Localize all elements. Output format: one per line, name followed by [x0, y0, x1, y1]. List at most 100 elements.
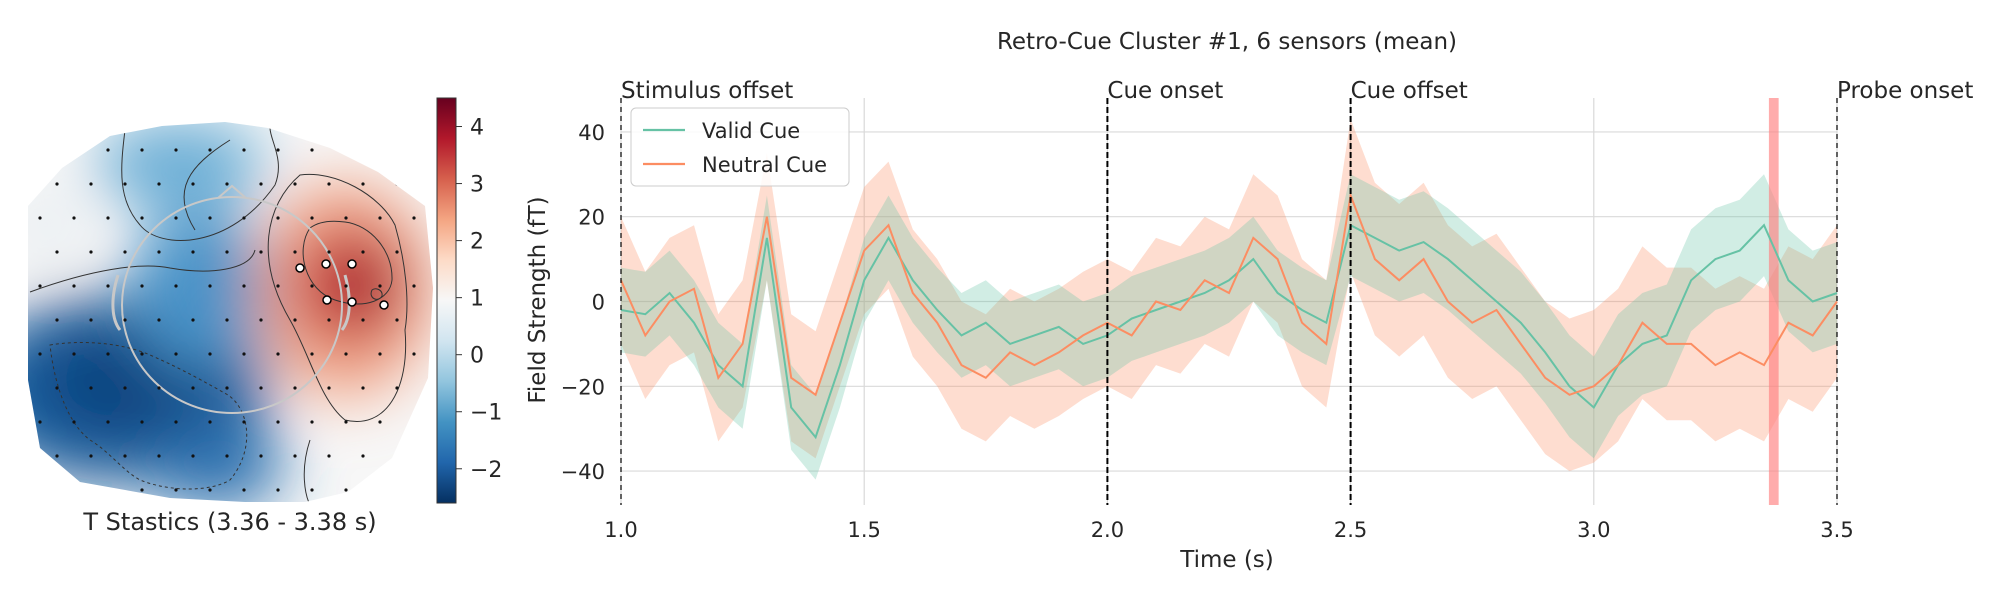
sensor-dot-36: [89, 250, 93, 254]
sensor-dot-48: [106, 284, 110, 288]
sensor-dot-68: [395, 318, 399, 322]
sensor-dot-69: [38, 352, 42, 356]
highlight-window: [1768, 98, 1779, 505]
event-markers: Stimulus offset Cue onset Cue offset Probe …: [620, 78, 1973, 505]
sensor-dot-34: [412, 216, 416, 220]
sensor-dot-65: [293, 318, 297, 322]
sensor-dot-4: [174, 148, 178, 152]
sensor-dot-8: [310, 148, 314, 152]
sensor-dot-99: [276, 420, 280, 424]
sensor-dot-70: [72, 352, 76, 356]
cluster-sensor-4: [347, 297, 357, 307]
sensor-dot-6: [242, 148, 246, 152]
sensor-dot-96: [174, 420, 178, 424]
x-tick-label: 1.0: [604, 518, 637, 542]
event-label: Cue onset: [1107, 78, 1223, 104]
sensor-dot-57: [412, 284, 416, 288]
sensor-dot-108: [191, 454, 195, 458]
sensor-dot-33: [378, 216, 382, 220]
sensor-dot-25: [106, 216, 110, 220]
sensor-dot-16: [191, 182, 195, 186]
legend: Valid Cue Neutral Cue: [630, 107, 850, 187]
colorbar: [436, 97, 457, 504]
colorbar-tick-label: 1: [470, 287, 484, 312]
sensor-dot-49: [140, 284, 144, 288]
sensor-dot-110: [259, 454, 263, 458]
event-label: Cue offset: [1351, 78, 1468, 104]
sensor-dot-17: [225, 182, 229, 186]
cluster-sensor-5: [379, 300, 389, 310]
y-tick-label: −20: [561, 375, 605, 399]
sensor-dot-115: [38, 488, 42, 492]
sensor-dot-125: [378, 488, 382, 492]
sensor-dot-19: [293, 182, 297, 186]
colorbar-tick-label: 2: [470, 230, 484, 255]
cluster-sensor-1: [321, 259, 331, 269]
sensor-dot-29: [242, 216, 246, 220]
sensor-dot-67: [361, 318, 365, 322]
sensor-dot-90: [361, 386, 365, 390]
sensor-dot-37: [123, 250, 127, 254]
sensor-dot-54: [310, 284, 314, 288]
sensor-dot-45: [395, 250, 399, 254]
sensor-dot-86: [225, 386, 229, 390]
sensor-dot-78: [344, 352, 348, 356]
sensor-dot-14: [123, 182, 127, 186]
sensor-dot-73: [174, 352, 178, 356]
sensor-dot-1: [72, 148, 76, 152]
x-tick-label: 2.0: [1091, 518, 1124, 542]
sensor-dot-124: [344, 488, 348, 492]
sensor-dot-126: [412, 488, 416, 492]
sensor-dot-94: [106, 420, 110, 424]
colorbar-ticks: −2 −1 0 1 2 3 4: [456, 116, 502, 483]
sensor-dot-102: [378, 420, 382, 424]
sensor-dot-22: [395, 182, 399, 186]
sensor-dot-72: [140, 352, 144, 356]
sensor-dot-39: [191, 250, 195, 254]
topomap-panel: T Stastics (3.36 - 3.38 s) −2 −1 0 1 2 3 4: [28, 97, 502, 536]
sensor-dot-62: [191, 318, 195, 322]
topomap-title: T Stastics (3.36 - 3.38 s): [82, 508, 376, 536]
sensor-dot-50: [174, 284, 178, 288]
legend-box: [630, 107, 850, 187]
sensor-dot-75: [242, 352, 246, 356]
sensor-dot-11: [412, 148, 416, 152]
sensor-dot-66: [327, 318, 331, 322]
x-tick-label: 3.0: [1577, 518, 1610, 542]
sensor-dot-21: [361, 182, 365, 186]
cluster-sensor-0: [295, 263, 305, 273]
sensor-dot-12: [55, 182, 59, 186]
colorbar-tick-label: 0: [470, 344, 484, 369]
sensor-dot-28: [208, 216, 212, 220]
x-tick-label: 1.5: [847, 518, 880, 542]
sensor-dot-112: [327, 454, 331, 458]
sensor-dot-3: [140, 148, 144, 152]
sensor-dot-10: [378, 148, 382, 152]
confidence-bands: [621, 119, 1837, 480]
sensor-dot-95: [140, 420, 144, 424]
sensor-dot-114: [395, 454, 399, 458]
sensor-dot-53: [276, 284, 280, 288]
chart-title: Retro-Cue Cluster #1, 6 sensors (mean): [997, 29, 1457, 55]
sensor-dot-97: [208, 420, 212, 424]
sensor-dot-51: [208, 284, 212, 288]
sensor-dot-106: [123, 454, 127, 458]
sensor-dot-74: [208, 352, 212, 356]
y-tick-label: −40: [561, 460, 605, 484]
cluster-sensor-3: [322, 295, 332, 305]
sensor-dot-64: [259, 318, 263, 322]
x-tick-label: 3.5: [1820, 518, 1853, 542]
sensor-dot-24: [72, 216, 76, 220]
sensor-dot-107: [157, 454, 161, 458]
y-tick-label: 40: [578, 121, 605, 145]
sensor-dot-93: [72, 420, 76, 424]
sensor-dot-52: [242, 284, 246, 288]
sensor-dot-55: [344, 284, 348, 288]
sensor-dot-38: [157, 250, 161, 254]
sensor-grid: [38, 148, 416, 492]
sensor-dot-35: [55, 250, 59, 254]
sensor-dot-20: [327, 182, 331, 186]
sensor-dot-101: [344, 420, 348, 424]
sensor-dot-119: [174, 488, 178, 492]
